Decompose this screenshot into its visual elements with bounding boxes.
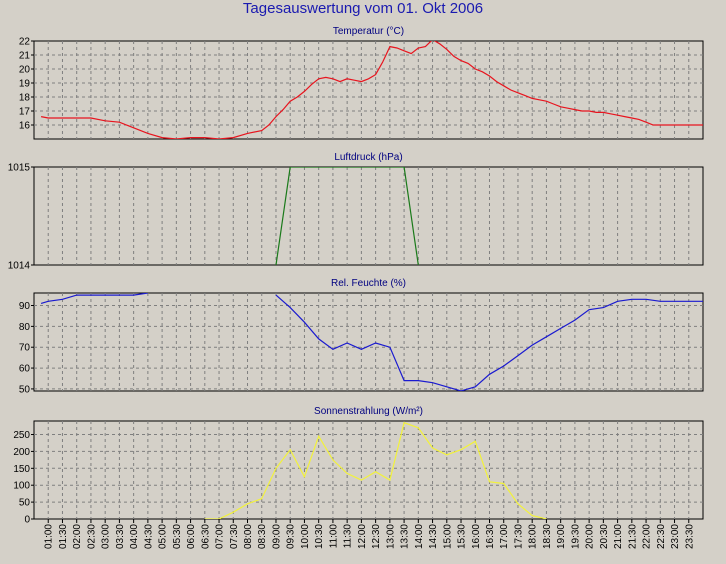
xtick-label: 14:30 xyxy=(428,524,439,549)
radiation-ytick-label: 50 xyxy=(19,498,31,509)
radiation-chart-title: Sonnenstrahlung (W/m²) xyxy=(314,406,423,417)
pressure-series-line xyxy=(275,167,419,265)
pressure-chart: Luftdruck (hPa) 1014 1015 xyxy=(8,152,704,272)
xtick-label: 12:00 xyxy=(357,524,368,549)
xtick-label: 20:30 xyxy=(599,524,610,549)
xtick-label: 06:00 xyxy=(186,524,197,549)
humidity-chart: Rel. Feuchte (%) 50 60 70 80 90 xyxy=(19,278,704,395)
pressure-plot-area xyxy=(33,166,704,266)
xtick-label: 10:00 xyxy=(300,524,311,549)
temperature-ytick-label: 17 xyxy=(19,107,31,118)
radiation-ytick-label: 250 xyxy=(13,430,30,441)
xtick-label: 11:00 xyxy=(328,524,339,549)
pressure-chart-title: Luftdruck (hPa) xyxy=(334,152,402,163)
xtick-label: 07:00 xyxy=(215,524,226,549)
xtick-label: 21:00 xyxy=(613,524,624,549)
xtick-label: 18:30 xyxy=(542,524,553,549)
xtick-label: 02:30 xyxy=(86,524,97,549)
radiation-ytick-label: 100 xyxy=(13,481,30,492)
radiation-chart: Sonnenstrahlung (W/m²) 0 50 100 150 200 250 xyxy=(13,406,704,526)
xtick-label: 16:00 xyxy=(471,524,482,549)
xtick-label: 05:00 xyxy=(158,524,169,549)
xtick-label: 08:00 xyxy=(243,524,254,549)
xtick-label: 23:30 xyxy=(684,524,695,549)
xtick-label: 08:30 xyxy=(257,524,268,549)
humidity-ytick-label: 50 xyxy=(19,384,31,395)
xtick-label: 02:00 xyxy=(72,524,83,549)
temperature-plot-area xyxy=(33,40,704,140)
radiation-ytick-label: 200 xyxy=(13,447,30,458)
pressure-ytick-label: 1014 xyxy=(8,261,31,272)
xtick-label: 01:00 xyxy=(44,524,55,549)
xtick-label: 04:00 xyxy=(129,524,140,549)
humidity-chart-title: Rel. Feuchte (%) xyxy=(331,278,406,289)
xtick-label: 04:30 xyxy=(143,524,154,549)
xtick-label: 21:30 xyxy=(627,524,638,549)
temperature-ytick-label: 22 xyxy=(19,37,31,48)
xtick-label: 22:30 xyxy=(656,524,667,549)
xtick-label: 15:30 xyxy=(457,524,468,549)
xtick-label: 12:30 xyxy=(371,524,382,549)
xtick-label: 09:00 xyxy=(272,524,283,549)
temperature-ytick-label: 16 xyxy=(19,121,31,132)
xtick-label: 18:00 xyxy=(528,524,539,549)
xtick-label: 19:00 xyxy=(556,524,567,549)
xtick-label: 22:00 xyxy=(642,524,653,549)
temperature-ytick-label: 21 xyxy=(19,51,31,62)
humidity-ytick-label: 80 xyxy=(19,322,31,333)
temperature-chart: Temperatur (°C) 16 17 18 19 20 21 22 xyxy=(19,26,704,140)
xtick-label: 09:30 xyxy=(286,524,297,549)
xtick-label: 07:30 xyxy=(229,524,240,549)
xtick-label: 23:00 xyxy=(670,524,681,549)
humidity-ytick-label: 60 xyxy=(19,364,31,375)
xtick-label: 17:30 xyxy=(514,524,525,549)
xtick-label: 13:00 xyxy=(385,524,396,549)
xtick-label: 13:30 xyxy=(400,524,411,549)
humidity-series-line xyxy=(40,293,148,304)
temperature-ytick-label: 20 xyxy=(19,65,31,76)
temperature-ytick-label: 19 xyxy=(19,79,31,90)
x-axis: 01:00 01:30 02:00 02:30 03:00 03:30 04:00 04:30… xyxy=(44,519,695,549)
temperature-chart-title: Temperatur (°C) xyxy=(333,26,404,37)
xtick-label: 15:00 xyxy=(442,524,453,549)
pressure-ytick-label: 1015 xyxy=(8,163,31,174)
xtick-label: 01:30 xyxy=(58,524,69,549)
xtick-label: 05:30 xyxy=(172,524,183,549)
radiation-series-line xyxy=(204,421,547,519)
xtick-label: 14:00 xyxy=(414,524,425,549)
radiation-ytick-label: 0 xyxy=(24,515,30,526)
radiation-plot-area xyxy=(33,420,704,520)
xtick-label: 03:00 xyxy=(101,524,112,549)
humidity-ytick-label: 90 xyxy=(19,301,31,312)
xtick-label: 19:30 xyxy=(570,524,581,549)
xtick-label: 06:30 xyxy=(200,524,211,549)
xtick-label: 11:30 xyxy=(343,524,354,549)
xtick-label: 10:30 xyxy=(314,524,325,549)
page-title: Tagesauswertung vom 01. Okt 2006 xyxy=(242,0,484,17)
temperature-ytick-label: 18 xyxy=(19,93,31,104)
temperature-series-line xyxy=(40,41,703,139)
xtick-label: 17:00 xyxy=(499,524,510,549)
humidity-ytick-label: 70 xyxy=(19,343,31,354)
xtick-label: 20:00 xyxy=(585,524,596,549)
radiation-ytick-label: 150 xyxy=(13,464,30,475)
xtick-label: 03:30 xyxy=(115,524,126,549)
xtick-label: 16:30 xyxy=(485,524,496,549)
humidity-series-line xyxy=(275,294,703,391)
